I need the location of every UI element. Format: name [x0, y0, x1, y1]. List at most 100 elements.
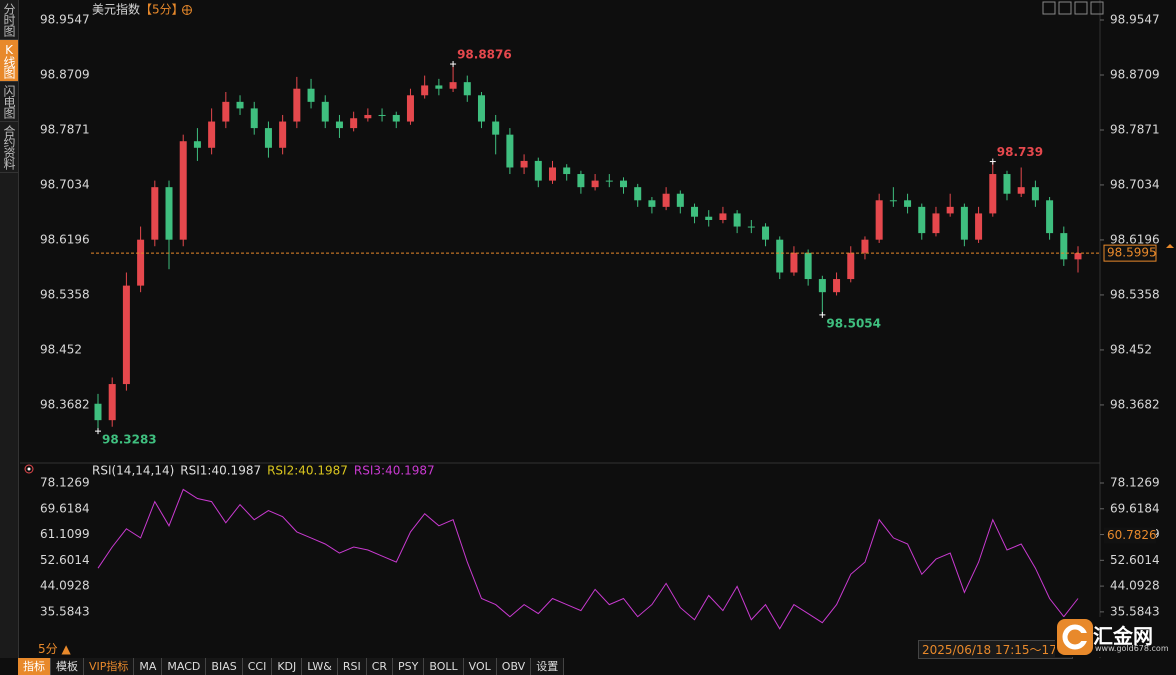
- candle-body: [705, 216, 713, 220]
- candle-body: [307, 88, 315, 102]
- toolbar-button[interactable]: KDJ: [272, 658, 303, 675]
- control-button[interactable]: [1074, 1, 1088, 15]
- toolbar-button[interactable]: CCI: [242, 658, 273, 675]
- candle-body: [662, 193, 670, 207]
- candle-body: [804, 252, 812, 280]
- candle-body: [179, 141, 187, 240]
- y-tick-label: 98.6196: [1110, 232, 1160, 246]
- control-button[interactable]: [1090, 1, 1104, 15]
- toolbar-button[interactable]: 指标: [18, 658, 51, 675]
- y-tick-label: 98.9547: [1110, 13, 1160, 27]
- toolbar-button[interactable]: VOL: [463, 658, 497, 675]
- add-icon[interactable]: [182, 5, 192, 15]
- rsi-line: [97, 488, 1079, 630]
- candle-body: [904, 200, 912, 207]
- candle-body: [733, 213, 741, 227]
- rsi-current-box: [1104, 527, 1156, 544]
- candle-body: [1074, 253, 1082, 260]
- candle-body: [932, 213, 940, 234]
- candle-body: [691, 206, 699, 217]
- candle-body: [264, 128, 272, 148]
- current-price-label: 98.5995: [1107, 246, 1157, 260]
- rsi-tick-label: 52.6014: [1110, 553, 1160, 567]
- sidebar-tab[interactable]: 合约资料: [0, 122, 18, 173]
- y-tick-label: 98.5358: [1110, 287, 1160, 301]
- y-tick-label: 98.8709: [40, 68, 90, 82]
- toolbar-button[interactable]: VIP指标: [84, 658, 135, 675]
- period-selector[interactable]: 5分 ▲: [38, 642, 71, 656]
- candle-body: [435, 85, 443, 89]
- candle-body: [989, 174, 997, 214]
- y-tick-label: 98.452: [1110, 342, 1152, 356]
- extreme-label: 98.5054: [826, 316, 881, 330]
- rsi-tick-label: 35.5843: [40, 604, 90, 618]
- rsi-legend: RSI2:40.1987: [267, 464, 348, 478]
- candle-body: [676, 193, 684, 207]
- candle-body: [577, 174, 585, 188]
- candle-body: [1017, 187, 1025, 194]
- period-label: 【5分】: [140, 3, 184, 17]
- candle-body: [818, 279, 826, 293]
- candle-body: [1003, 174, 1011, 194]
- candle-body: [421, 85, 429, 96]
- candle-body: [108, 384, 116, 421]
- rsi-legend: RSI1:40.1987: [180, 464, 261, 478]
- toolbar-button[interactable]: MACD: [162, 658, 207, 675]
- toolbar-button[interactable]: CR: [366, 658, 394, 675]
- y-tick-label: 98.3682: [40, 397, 90, 411]
- toolbar-button[interactable]: BOLL: [424, 658, 464, 675]
- rsi-legend: RSI(14,14,14): [92, 464, 174, 478]
- current-price-box: [1103, 244, 1157, 262]
- sidebar-tab[interactable]: 分时图: [0, 0, 18, 40]
- candle-body: [719, 213, 727, 220]
- extreme-label: 98.3283: [102, 433, 157, 447]
- candle-body: [747, 226, 755, 228]
- toolbar-button[interactable]: OBV: [496, 658, 532, 675]
- control-button[interactable]: [1042, 1, 1056, 15]
- indicator-icon[interactable]: [24, 464, 34, 474]
- toolbar-button[interactable]: BIAS: [206, 658, 243, 675]
- candle-body: [634, 187, 642, 201]
- rsi-legend: RSI3:40.1987: [354, 464, 435, 478]
- toolbar-button[interactable]: 设置: [531, 658, 565, 675]
- sidebar-tab[interactable]: 闪电图: [0, 82, 18, 122]
- candle-body: [605, 180, 613, 182]
- candle-body: [975, 213, 983, 240]
- candle-body: [918, 206, 926, 234]
- candle-body: [563, 167, 571, 175]
- window-controls: [1042, 1, 1104, 15]
- candle-body: [392, 114, 400, 122]
- toolbar-button[interactable]: MA: [134, 658, 163, 675]
- candle-body: [406, 95, 414, 122]
- toolbar-button[interactable]: 模板: [51, 658, 84, 675]
- candle-body: [1046, 200, 1054, 234]
- y-tick-label: 98.7034: [40, 177, 90, 191]
- y-tick-label: 98.7871: [1110, 123, 1160, 137]
- candle-body: [279, 121, 287, 148]
- candle-body: [620, 180, 628, 188]
- candle-body: [506, 134, 514, 168]
- chart-title: 美元指数: [92, 2, 140, 17]
- toolbar-button[interactable]: PSY: [393, 658, 425, 675]
- toolbar-button[interactable]: RSI: [337, 658, 367, 675]
- candle-body: [520, 160, 528, 168]
- candle-body: [222, 101, 230, 122]
- rsi-tick-label: 44.0928: [1110, 579, 1160, 593]
- y-tick-label: 98.8709: [1110, 68, 1160, 82]
- extreme-label: 98.739: [997, 145, 1043, 159]
- y-tick-label: 98.7034: [1110, 177, 1160, 191]
- timestamp: 2025/06/18 17:15～17:2: [918, 640, 1073, 659]
- toolbar: 指标 模板 VIP指标 MA MACD BIAS CCI KDJ LW& RSI CR PSY BOLL…: [18, 658, 565, 675]
- candle-body: [122, 285, 130, 385]
- toolbar-button[interactable]: LW&: [302, 658, 338, 675]
- logo: 汇金网 www.gold678.com: [1055, 617, 1176, 657]
- sidebar-tab[interactable]: K线图: [0, 40, 18, 82]
- logo-url: www.gold678.com: [1095, 644, 1169, 653]
- indicator-icon[interactable]: [27, 467, 31, 471]
- logo-icon: [1057, 619, 1093, 655]
- candle-body: [463, 82, 471, 96]
- control-button[interactable]: [1058, 1, 1072, 15]
- rsi-tick-label: 35.5843: [1110, 604, 1160, 618]
